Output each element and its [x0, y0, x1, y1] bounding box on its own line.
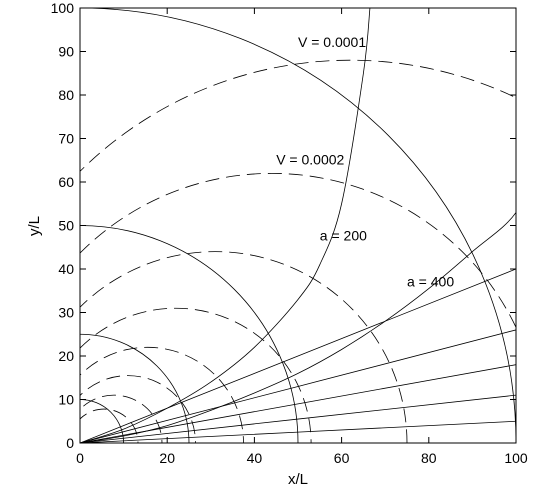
- y-tick-label: 60: [58, 174, 74, 190]
- y-tick-label: 30: [58, 305, 74, 321]
- x-tick-label: 40: [247, 450, 263, 466]
- y-axis-label: y/L: [26, 216, 43, 236]
- curve-annotation: V = 0.0001: [298, 34, 366, 50]
- ray-4: [80, 394, 516, 443]
- V-5: [80, 346, 244, 443]
- ray-1: [80, 268, 516, 443]
- y-tick-label: 70: [58, 131, 74, 147]
- curve-annotation: a = 400: [407, 273, 454, 289]
- V-3: [80, 251, 408, 443]
- ray-5: [80, 420, 516, 443]
- circle-r50: [80, 225, 299, 443]
- V-6: [80, 375, 196, 443]
- curve-annotation: V = 0.0002: [276, 152, 344, 168]
- y-tick-label: 80: [58, 87, 74, 103]
- V-0.0001: [80, 59, 516, 173]
- curve-annotation: a = 200: [320, 228, 367, 244]
- ray-2: [80, 329, 516, 443]
- x-tick-label: 20: [159, 450, 175, 466]
- a-200: [80, 8, 371, 443]
- V-0.0002: [80, 172, 516, 329]
- y-tick-label: 40: [58, 261, 74, 277]
- y-tick-label: 50: [58, 218, 74, 234]
- V-4: [80, 307, 312, 443]
- ray-3: [80, 364, 516, 443]
- x-tick-label: 60: [334, 450, 350, 466]
- circle-r25: [80, 333, 190, 443]
- x-tick-label: 80: [421, 450, 437, 466]
- x-tick-label: 100: [504, 450, 528, 466]
- y-axis: 0 10 20 30 40 50 60 70 80 90 100: [51, 0, 516, 451]
- y-tick-label: 0: [66, 435, 74, 451]
- annotations: V = 0.0001 V = 0.0002 a = 200 a = 400: [276, 34, 454, 289]
- circle-r100: [80, 8, 516, 443]
- a-400: [80, 211, 516, 443]
- V-8: [80, 408, 139, 443]
- y-tick-label: 90: [58, 44, 74, 60]
- x-axis: 0 20 40 60 80 100: [76, 8, 528, 466]
- plot-curves: [80, 8, 516, 443]
- V-7: [80, 394, 163, 443]
- x-axis-label: x/L: [288, 471, 308, 488]
- y-tick-label: 100: [51, 0, 75, 16]
- y-tick-label: 20: [58, 348, 74, 364]
- y-tick-label: 10: [58, 392, 74, 408]
- x-tick-label: 0: [76, 450, 84, 466]
